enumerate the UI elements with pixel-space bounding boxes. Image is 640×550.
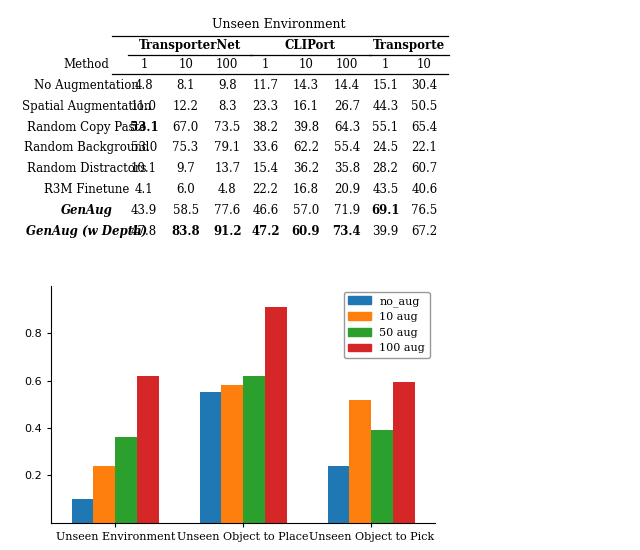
Text: 76.5: 76.5 <box>411 204 438 217</box>
Text: 1: 1 <box>262 58 269 72</box>
Text: No Augmentation: No Augmentation <box>34 79 139 92</box>
Text: Spatial Augmentation: Spatial Augmentation <box>22 100 151 113</box>
Bar <box>93 466 115 522</box>
Text: 22.2: 22.2 <box>253 183 278 196</box>
Text: 10: 10 <box>298 58 314 72</box>
Text: 14.4: 14.4 <box>334 79 360 92</box>
Text: 55.1: 55.1 <box>372 120 398 134</box>
Text: 39.8: 39.8 <box>293 120 319 134</box>
Text: Random Distractors: Random Distractors <box>27 162 146 175</box>
Text: 43.5: 43.5 <box>372 183 399 196</box>
Text: 38.2: 38.2 <box>253 120 278 134</box>
Text: 1: 1 <box>140 58 148 72</box>
Text: 53.1: 53.1 <box>130 120 158 134</box>
Text: 22.1: 22.1 <box>412 141 437 155</box>
Text: 12.2: 12.2 <box>173 100 198 113</box>
Text: 8.3: 8.3 <box>218 100 237 113</box>
Bar <box>393 382 415 522</box>
Text: 100: 100 <box>216 58 238 72</box>
Text: 64.3: 64.3 <box>333 120 360 134</box>
Text: 62.2: 62.2 <box>293 141 319 155</box>
Text: 14.3: 14.3 <box>293 79 319 92</box>
Text: 77.6: 77.6 <box>214 204 241 217</box>
Bar <box>200 393 221 522</box>
Text: 60.9: 60.9 <box>292 225 320 238</box>
Text: 13.7: 13.7 <box>214 162 240 175</box>
Text: Random Copy Paste: Random Copy Paste <box>27 120 146 134</box>
Text: Method: Method <box>63 58 109 72</box>
Text: 9.8: 9.8 <box>218 79 237 92</box>
Text: 79.1: 79.1 <box>214 141 240 155</box>
Text: 60.7: 60.7 <box>411 162 438 175</box>
Legend: no_aug, 10 aug, 50 aug, 100 aug: no_aug, 10 aug, 50 aug, 100 aug <box>344 292 429 358</box>
Text: Transporte: Transporte <box>373 39 445 52</box>
Text: 50.5: 50.5 <box>411 100 438 113</box>
Text: 65.4: 65.4 <box>411 120 438 134</box>
Text: 57.0: 57.0 <box>292 204 319 217</box>
Text: 11.7: 11.7 <box>253 79 278 92</box>
Text: 100: 100 <box>336 58 358 72</box>
Bar <box>137 376 159 522</box>
Text: 53.0: 53.0 <box>131 141 157 155</box>
Text: 67.0: 67.0 <box>172 120 199 134</box>
Text: 16.8: 16.8 <box>293 183 319 196</box>
Text: 73.4: 73.4 <box>333 225 361 238</box>
Bar <box>328 466 349 522</box>
Text: 73.5: 73.5 <box>214 120 241 134</box>
Text: 16.1: 16.1 <box>293 100 319 113</box>
Text: 43.9: 43.9 <box>131 204 157 217</box>
Text: 20.9: 20.9 <box>334 183 360 196</box>
Text: 23.3: 23.3 <box>253 100 278 113</box>
Text: 58.5: 58.5 <box>173 204 198 217</box>
Text: 83.8: 83.8 <box>172 225 200 238</box>
Text: 6.0: 6.0 <box>176 183 195 196</box>
Text: 44.3: 44.3 <box>372 100 399 113</box>
Text: 26.7: 26.7 <box>334 100 360 113</box>
Bar <box>371 430 393 522</box>
Text: 47.2: 47.2 <box>252 225 280 238</box>
Text: GenAug (w Depth): GenAug (w Depth) <box>26 225 147 238</box>
Bar <box>72 499 93 522</box>
Text: 11.0: 11.0 <box>131 100 157 113</box>
Text: 15.1: 15.1 <box>372 79 398 92</box>
Text: 75.3: 75.3 <box>172 141 199 155</box>
Text: 71.9: 71.9 <box>334 204 360 217</box>
Text: 33.6: 33.6 <box>252 141 279 155</box>
Text: 8.1: 8.1 <box>177 79 195 92</box>
Bar <box>349 399 371 522</box>
Text: 10: 10 <box>178 58 193 72</box>
Text: 15.4: 15.4 <box>253 162 278 175</box>
Text: 39.9: 39.9 <box>372 225 399 238</box>
Text: 91.2: 91.2 <box>213 225 241 238</box>
Bar <box>221 386 243 522</box>
Text: 36.2: 36.2 <box>293 162 319 175</box>
Text: 10: 10 <box>417 58 432 72</box>
Text: 40.6: 40.6 <box>411 183 438 196</box>
Text: GenAug: GenAug <box>60 204 113 217</box>
Text: R3M Finetune: R3M Finetune <box>44 183 129 196</box>
Bar <box>243 376 265 522</box>
Text: 30.4: 30.4 <box>411 79 438 92</box>
Text: CLIPort: CLIPort <box>285 39 336 52</box>
Text: 4.8: 4.8 <box>134 79 154 92</box>
Text: Random Background: Random Background <box>24 141 149 155</box>
Text: 69.1: 69.1 <box>371 204 399 217</box>
Text: 1: 1 <box>381 58 389 72</box>
Text: Unseen Environment: Unseen Environment <box>212 18 345 31</box>
Text: 10.1: 10.1 <box>131 162 157 175</box>
Text: 47.8: 47.8 <box>131 225 157 238</box>
Text: 4.8: 4.8 <box>218 183 237 196</box>
Text: TransporterNet: TransporterNet <box>139 39 241 52</box>
Text: 35.8: 35.8 <box>334 162 360 175</box>
Text: 9.7: 9.7 <box>176 162 195 175</box>
Text: 46.6: 46.6 <box>252 204 279 217</box>
Text: 4.1: 4.1 <box>134 183 154 196</box>
Bar <box>265 307 287 522</box>
Text: 55.4: 55.4 <box>333 141 360 155</box>
Bar <box>115 437 137 522</box>
Text: 28.2: 28.2 <box>372 162 398 175</box>
Text: 24.5: 24.5 <box>372 141 398 155</box>
Text: 67.2: 67.2 <box>412 225 437 238</box>
